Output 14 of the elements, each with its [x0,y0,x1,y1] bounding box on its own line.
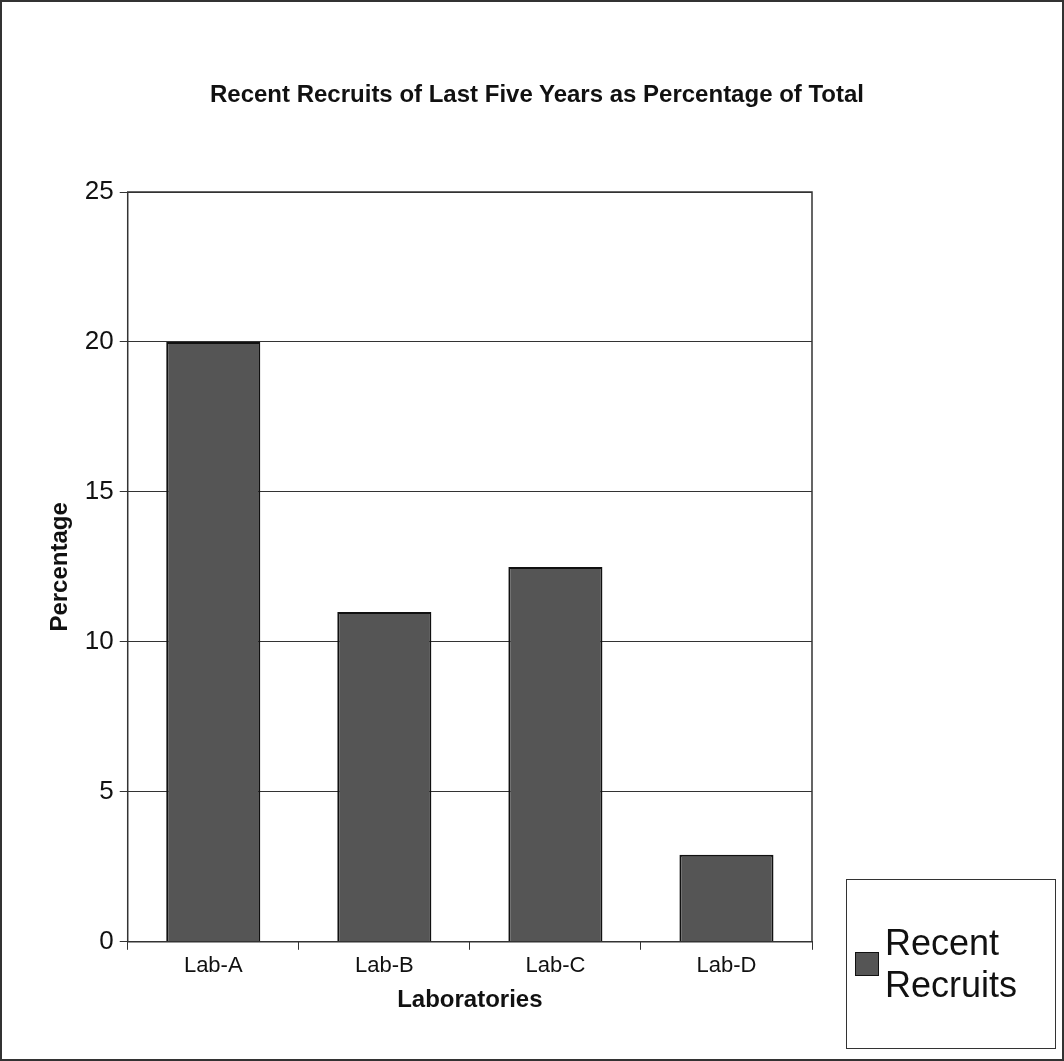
x-axis-title: Laboratories [397,985,543,1013]
y-tick-label: 5 [99,775,114,806]
x-tick-label: Lab-D [696,952,757,978]
x-tick-label: Lab-B [354,952,414,978]
y-tick-label: 20 [84,325,114,356]
y-tick-label: 25 [84,175,114,206]
x-tick-label: Lab-A [183,952,243,978]
y-axis-title: Percentage [45,502,73,632]
y-tick-label: 0 [99,924,114,955]
x-tick-label: Lab-C [525,952,586,978]
legend-label: Recent Recruits [885,922,1019,1006]
y-tick-label: 15 [84,475,114,506]
y-tick-label: 10 [84,625,114,656]
chart-title: Recent Recruits of Last Five Years as Percentage of Total [209,79,865,109]
